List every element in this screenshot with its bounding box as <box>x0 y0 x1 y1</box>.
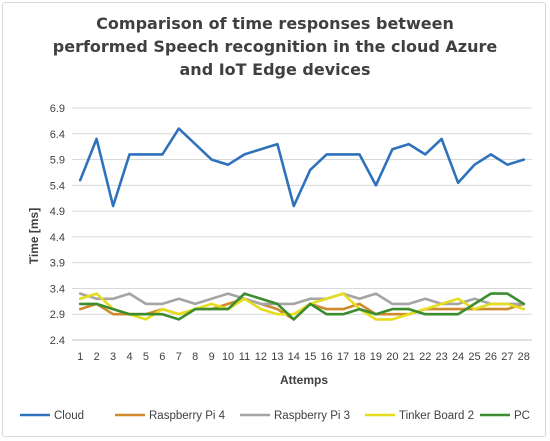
x-axis-ticks: 1 2 3 4 5 6 7 8 9 10 11 12 13 14 15 16 17 18 19 20 21 22 23 24 2… <box>77 351 530 363</box>
series-line-tinker-board-2 <box>78 292 526 321</box>
x-tick-label: 22 <box>419 351 431 363</box>
x-tick-label: 18 <box>353 351 365 363</box>
x-tick-label: 7 <box>176 351 182 363</box>
x-tick-label: 9 <box>209 351 215 363</box>
x-tick-label: 1 <box>77 351 83 363</box>
x-tick-label: 6 <box>159 351 165 363</box>
x-axis-title: Attemps <box>280 373 328 387</box>
y-tick-label: 3.4 <box>50 283 65 295</box>
legend: Cloud Raspberry Pi 4 Raspberry Pi 3 Tinker … <box>20 410 530 422</box>
x-tick-label: 23 <box>436 351 448 363</box>
series-line-cloud <box>78 127 526 208</box>
x-tick-label: 21 <box>403 351 415 363</box>
y-tick-label: 3.9 <box>50 258 65 270</box>
x-tick-label: 3 <box>110 351 116 363</box>
x-tick-label: 11 <box>239 351 250 363</box>
x-tick-label: 28 <box>518 351 530 363</box>
y-tick-label: 4.4 <box>50 232 65 244</box>
x-tick-label: 4 <box>126 351 132 363</box>
x-tick-label: 24 <box>452 351 464 363</box>
gridlines <box>72 107 532 341</box>
series-line-pc <box>78 292 526 321</box>
x-tick-label: 12 <box>255 351 267 363</box>
x-tick-label: 20 <box>386 351 398 363</box>
legend-label-raspberry-pi-4: Raspberry Pi 4 <box>149 410 226 422</box>
legend-label-cloud: Cloud <box>54 410 84 422</box>
legend-label-pc: PC <box>514 410 530 422</box>
y-tick-label: 5.4 <box>50 180 65 192</box>
y-tick-label: 4.9 <box>50 206 65 218</box>
y-tick-label: 5.9 <box>50 155 65 167</box>
series-lines <box>78 127 526 321</box>
y-axis-ticks: 2.4 2.9 3.4 3.9 4.4 4.9 5.4 5.9 6.4 6.9 <box>50 103 65 347</box>
legend-label-raspberry-pi-3: Raspberry Pi 3 <box>274 410 350 422</box>
y-tick-label: 6.9 <box>50 103 65 115</box>
x-tick-label: 17 <box>337 351 349 363</box>
chart-title-line-2: performed Speech recognition in the clou… <box>52 37 498 56</box>
x-tick-label: 16 <box>321 351 333 363</box>
x-tick-label: 13 <box>271 351 283 363</box>
x-tick-label: 15 <box>304 351 316 363</box>
chart-title-line-3: and IoT Edge devices <box>179 60 371 79</box>
x-tick-label: 10 <box>222 351 234 363</box>
x-tick-label: 8 <box>192 351 198 363</box>
x-tick-label: 26 <box>485 351 497 363</box>
x-tick-label: 2 <box>94 351 100 363</box>
x-tick-label: 5 <box>143 351 149 363</box>
x-tick-label: 27 <box>501 351 513 363</box>
y-tick-label: 6.4 <box>50 129 65 141</box>
x-tick-label: 19 <box>370 351 382 363</box>
x-tick-label: 25 <box>468 351 480 363</box>
y-axis-title: Time [ms] <box>27 208 41 264</box>
legend-label-tinker-board-2: Tinker Board 2 <box>399 410 474 422</box>
chart-title: Comparison of time responses between per… <box>0 12 550 81</box>
y-tick-label: 2.4 <box>50 335 65 347</box>
chart-frame <box>2 2 546 437</box>
y-tick-label: 2.9 <box>50 309 65 321</box>
series-line-raspberry-pi-3 <box>78 292 526 306</box>
x-tick-label: 14 <box>288 351 300 363</box>
chart-title-line-1: Comparison of time responses between <box>96 14 454 33</box>
